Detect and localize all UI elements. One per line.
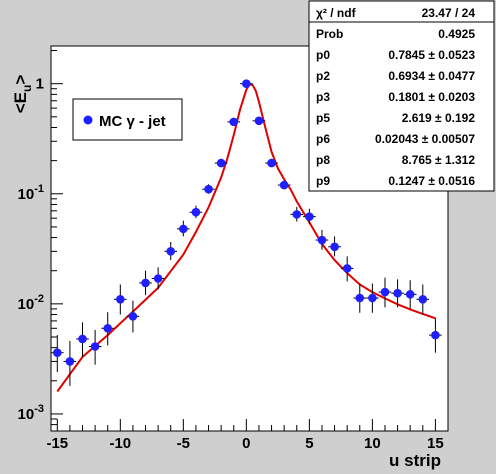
svg-text:<Eu>: <Eu> (11, 75, 34, 114)
x-tick-label: 15 (427, 435, 444, 452)
data-point (90, 342, 100, 351)
data-point (242, 79, 251, 88)
data-point (292, 210, 302, 219)
data-point (116, 295, 125, 304)
data-point (53, 348, 62, 358)
y-tick-label: 10-3 (18, 403, 44, 423)
data-point (330, 242, 339, 252)
data-point (191, 207, 201, 217)
data-point (179, 224, 188, 234)
stats-value: 0.6934 ± 0.0477 (388, 69, 475, 83)
x-axis-label: u strip (389, 451, 441, 470)
data-point (279, 180, 289, 190)
stats-label: Prob (316, 27, 343, 41)
data-point (128, 312, 138, 321)
data-point (216, 158, 226, 168)
y-axis-label: <Eu> (11, 75, 34, 114)
x-tick-label: -15 (46, 435, 68, 452)
stats-value: 0.4925 (438, 27, 475, 41)
stats-value: 0.1247 ± 0.0516 (388, 174, 475, 188)
x-tick-label: 0 (242, 435, 250, 452)
stats-rows: χ² / ndf 23.47 / 24 Prob 0.4925 p0 0.7845 ± 0… (316, 6, 475, 188)
stats-label: p3 (316, 90, 330, 104)
x-tick-label: -5 (177, 435, 190, 452)
stats-label: p2 (316, 69, 330, 83)
legend-label: MC γ - jet (99, 113, 166, 130)
data-point (141, 278, 150, 288)
stats-label: p0 (316, 48, 330, 62)
x-tick-label: -10 (109, 435, 131, 452)
data-point (166, 247, 176, 256)
data-point (229, 117, 239, 127)
data-point (405, 290, 415, 299)
data-point (317, 235, 327, 245)
stats-label: χ² / ndf (316, 6, 357, 20)
y-tick-label: 10-2 (18, 293, 44, 313)
stats-value: 2.619 ± 0.192 (402, 111, 476, 125)
stats-value: 0.02043 ± 0.00507 (375, 132, 475, 146)
data-point (368, 293, 377, 303)
data-point (355, 293, 365, 303)
y-tick-label: 10-1 (18, 183, 44, 203)
x-tick-label: 5 (305, 435, 313, 452)
data-point (431, 330, 440, 340)
data-points-layer (53, 79, 440, 366)
data-point (204, 184, 213, 194)
stats-value: 0.7845 ± 0.0523 (388, 48, 475, 62)
stats-label: p5 (316, 111, 330, 125)
data-point (153, 274, 163, 283)
fit-curve (56, 83, 436, 393)
data-point (65, 357, 75, 366)
x-tick-label: 10 (364, 435, 381, 452)
data-point (254, 116, 264, 126)
fit-curve-layer (56, 83, 436, 393)
fit-stats-box: χ² / ndf 23.47 / 24 Prob 0.4925 p0 0.7845 ± 0… (308, 0, 495, 192)
legend-marker (83, 115, 93, 125)
data-point (78, 334, 87, 344)
data-point (393, 288, 402, 298)
y-axis: 10-3 10-2 10-1 1 (18, 50, 63, 432)
stats-value: 8.765 ± 1.312 (402, 153, 476, 167)
data-point (103, 323, 113, 333)
stats-value: 23.47 / 24 (422, 6, 476, 20)
y-tick-label: 1 (36, 76, 44, 93)
data-point (305, 212, 314, 221)
stats-label: p6 (316, 132, 330, 146)
stats-label: p8 (316, 153, 330, 167)
data-point (380, 287, 390, 297)
x-axis: -15 -10 -5 0 5 10 15 (46, 419, 444, 452)
stats-label: p9 (316, 174, 330, 188)
data-point (267, 158, 276, 168)
data-point (418, 295, 428, 304)
data-point (342, 264, 352, 273)
legend: MC γ - jet (72, 98, 183, 141)
stats-box-frame (308, 0, 495, 192)
stats-value: 0.1801 ± 0.0203 (388, 90, 475, 104)
